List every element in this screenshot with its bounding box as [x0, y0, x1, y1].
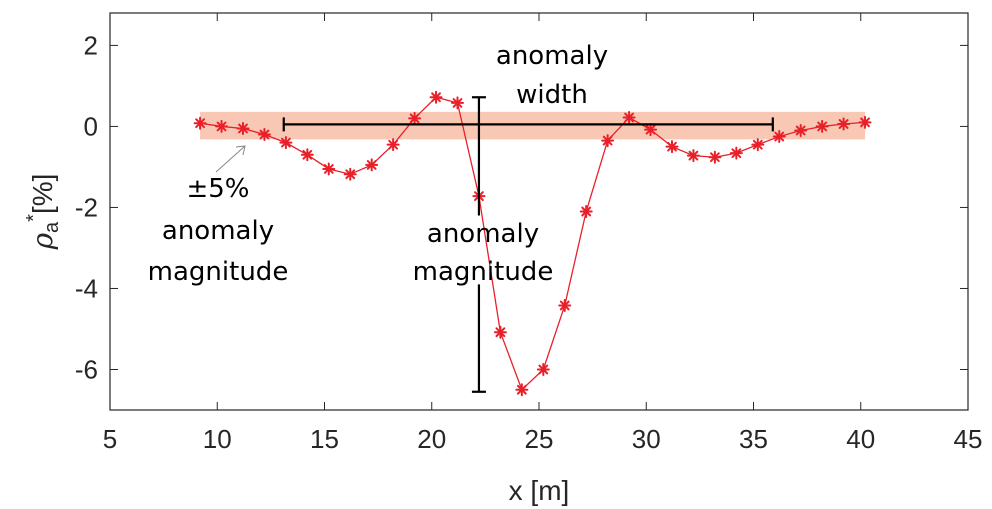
data-point-stroke: [259, 129, 270, 140]
band-arrow-line: [215, 145, 246, 173]
plot-frame: [109, 12, 969, 411]
data-point: [322, 162, 336, 176]
data-point-stroke: [538, 364, 549, 375]
data-point: [257, 128, 271, 142]
annotation-anomaly-width-line1: anomaly: [496, 41, 608, 71]
data-point-stroke: [345, 169, 356, 180]
annotation-anomaly-width-line2: width: [516, 80, 588, 110]
data-point-stroke: [688, 150, 699, 161]
x-tick-label: 45: [954, 424, 983, 454]
data-point: [622, 111, 636, 125]
data-point-stroke: [602, 135, 613, 146]
data-point: [815, 119, 829, 133]
x-tick-label: 40: [846, 424, 875, 454]
tolerance-band: [200, 111, 866, 140]
data-point: [729, 146, 743, 160]
data-point-stroke: [752, 139, 763, 150]
data-point-stroke: [860, 117, 870, 128]
data-point-stroke: [238, 123, 248, 134]
y-axis-label-superscript: *: [23, 214, 45, 222]
data-point: [386, 138, 400, 152]
series-layer: [193, 90, 872, 397]
data-point: [644, 123, 658, 137]
x-tick-label: 5: [103, 424, 117, 454]
data-point-stroke: [388, 139, 399, 150]
data-point-stroke: [452, 98, 463, 108]
data-point: [493, 325, 507, 339]
data-point: [772, 130, 786, 144]
data-point: [365, 158, 379, 172]
data-point-stroke: [817, 121, 828, 132]
data-point: [343, 167, 357, 181]
annotation-band-line3: magnitude: [148, 257, 289, 287]
x-tick-label: 30: [632, 424, 661, 454]
data-point-stroke: [645, 124, 656, 135]
y-axis-label-symbol: ρ: [26, 232, 59, 250]
y-tick-label: -6: [75, 354, 98, 384]
x-tick-label: 20: [417, 424, 446, 454]
data-point-stroke: [281, 137, 291, 148]
data-point: [300, 148, 314, 162]
data-point: [579, 205, 593, 218]
data-point-stroke: [667, 141, 677, 152]
data-point-stroke: [710, 152, 720, 163]
y-tick-label: -2: [75, 192, 98, 222]
data-point-stroke: [366, 160, 377, 170]
data-point: [193, 116, 207, 130]
data-point: [558, 298, 572, 312]
x-axis-label: x [m]: [509, 475, 570, 506]
data-point-stroke: [216, 121, 227, 132]
data-point-stroke: [431, 92, 441, 103]
data-point: [794, 123, 808, 137]
band-arrow-head: [235, 145, 246, 156]
x-tick-label: 10: [203, 424, 232, 454]
annotation-bars-layer: [282, 96, 774, 393]
data-point-stroke: [195, 118, 205, 129]
y-tick-label: 2: [84, 30, 98, 60]
data-point: [236, 121, 250, 135]
x-tick-label: 25: [525, 424, 554, 454]
data-point-stroke: [516, 384, 527, 395]
data-point-stroke: [838, 119, 849, 129]
data-point: [215, 119, 229, 133]
data-point-stroke: [495, 327, 506, 338]
data-point: [429, 90, 443, 104]
annotation-band-line1: ±5%: [186, 174, 249, 204]
x-tick-label: 15: [310, 424, 339, 454]
data-point: [751, 138, 765, 152]
data-point: [408, 111, 422, 125]
tolerance-band-layer: [200, 111, 866, 140]
data-point: [536, 362, 550, 376]
data-point-stroke: [409, 113, 420, 124]
data-point: [837, 117, 851, 131]
data-point-stroke: [795, 125, 806, 136]
y-axis-label-unit: [%]: [27, 174, 58, 214]
y-tick-label: 0: [84, 111, 98, 141]
data-point: [665, 140, 679, 154]
data-point: [601, 134, 615, 148]
data-point-stroke: [302, 149, 313, 160]
ticks-layer: 5 10 15 20 25 30 35 40 45 -6 -4 -2 0 2: [75, 13, 983, 454]
data-point-stroke: [559, 300, 570, 311]
data-point-stroke: [731, 148, 742, 159]
y-axis-label-subscript: a: [41, 221, 63, 233]
annotation-band-line2: anomaly: [162, 216, 274, 246]
y-tick-label: -4: [75, 273, 98, 303]
annotation-anomaly-magnitude-line2: magnitude: [413, 257, 554, 287]
data-point-stroke: [774, 131, 785, 142]
data-point: [686, 149, 700, 163]
data-point-stroke: [624, 112, 634, 123]
x-tick-label: 35: [739, 424, 768, 454]
data-point: [515, 383, 529, 397]
data-point-stroke: [581, 206, 592, 217]
data-point: [708, 150, 722, 164]
annotation-anomaly-magnitude-line1: anomaly: [427, 219, 539, 249]
data-point: [858, 115, 872, 129]
y-axis-label: ρa*[%]: [23, 174, 63, 251]
data-point: [279, 136, 293, 150]
data-point-stroke: [323, 164, 334, 174]
data-point: [450, 96, 464, 110]
